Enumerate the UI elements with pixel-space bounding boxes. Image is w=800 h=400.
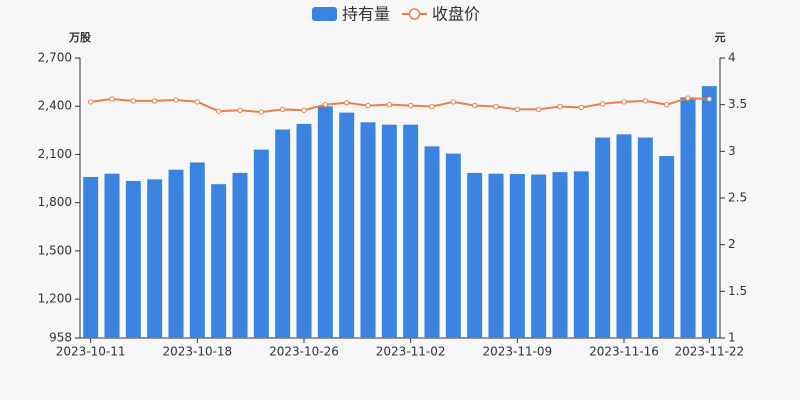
y2-tick-label: 4 [728,51,736,65]
x-tick-label: 2023-10-26 [269,345,339,359]
bar [616,134,632,338]
y-tick-label: 2,100 [38,147,72,161]
bar [125,180,141,338]
bar [552,172,568,338]
line-point [237,107,243,113]
bar [339,112,355,338]
x-tick-label: 2023-11-02 [376,345,446,359]
y-tick-label: 1,800 [38,195,72,209]
y2-tick-label: 3.5 [728,97,747,111]
line-point [642,98,649,104]
bar [424,146,440,338]
legend-label: 持有量 [342,5,390,24]
y2-unit-label: 元 [715,31,726,44]
line-point [322,101,329,108]
line-point [557,103,563,110]
bar [189,162,205,338]
y-unit-label: 万股 [68,31,92,44]
bar [83,176,99,338]
line-point [514,106,521,113]
y2-tick-label: 3 [728,144,736,158]
y-tick-label: 2,400 [38,99,72,113]
line-point [535,106,542,113]
bar [573,171,589,338]
y-tick-label: 1,500 [38,243,72,257]
bar [147,179,163,338]
y-tick-label: 1,200 [38,292,72,306]
bar [701,86,717,338]
line-point [215,108,222,114]
bar [275,129,291,338]
line-point [471,102,478,109]
line-point [407,102,414,109]
line [90,97,710,114]
line-point [173,97,179,103]
y2-tick-label: 1.5 [728,284,747,298]
line-point [109,96,115,102]
line-point [429,103,435,110]
line-point [706,96,713,102]
line-point [258,109,265,115]
bar [381,124,397,339]
legend-swatch [408,8,421,20]
x-tick-label: 2023-11-22 [674,345,744,359]
x-tick-label: 2023-11-09 [482,345,552,359]
bar [104,173,120,338]
bar [595,137,611,338]
line-point [365,102,371,109]
line-point [279,106,286,113]
x-tick-label: 2023-11-16 [589,345,659,359]
bar [232,172,248,338]
y2-tick-label: 2 [728,237,736,251]
bar [211,184,227,338]
y-tick-label: 958 [49,331,72,345]
y2-tick-label: 1 [728,331,736,345]
line-point [151,98,158,104]
line-point [493,103,499,110]
legend-swatch [312,7,337,21]
line-point [599,101,606,107]
bar [360,122,376,338]
bar [637,137,653,338]
bar [253,149,269,338]
line-point [87,99,94,105]
legend-label: 收盘价 [432,5,480,24]
bar [509,174,525,338]
bar [403,124,419,339]
bar [680,97,696,338]
bar [168,169,184,338]
line-point [301,107,307,113]
bar [467,172,483,338]
bar [488,173,504,338]
x-tick-label: 2023-10-11 [56,345,126,359]
x-tick-label: 2023-10-18 [162,345,232,359]
bar [659,156,675,338]
line-point [194,99,201,105]
line-point [450,99,457,105]
line-point [663,101,670,108]
line-point [386,101,393,108]
line-point [130,98,137,104]
line-point [685,95,691,101]
line-point [578,104,585,111]
line-point [621,99,627,105]
y2-tick-label: 2.5 [728,191,747,205]
bar [531,174,547,338]
bar [445,153,461,338]
bar [317,106,333,339]
y-tick-label: 2,700 [38,51,72,65]
bar [296,123,312,338]
line-point [343,100,350,106]
